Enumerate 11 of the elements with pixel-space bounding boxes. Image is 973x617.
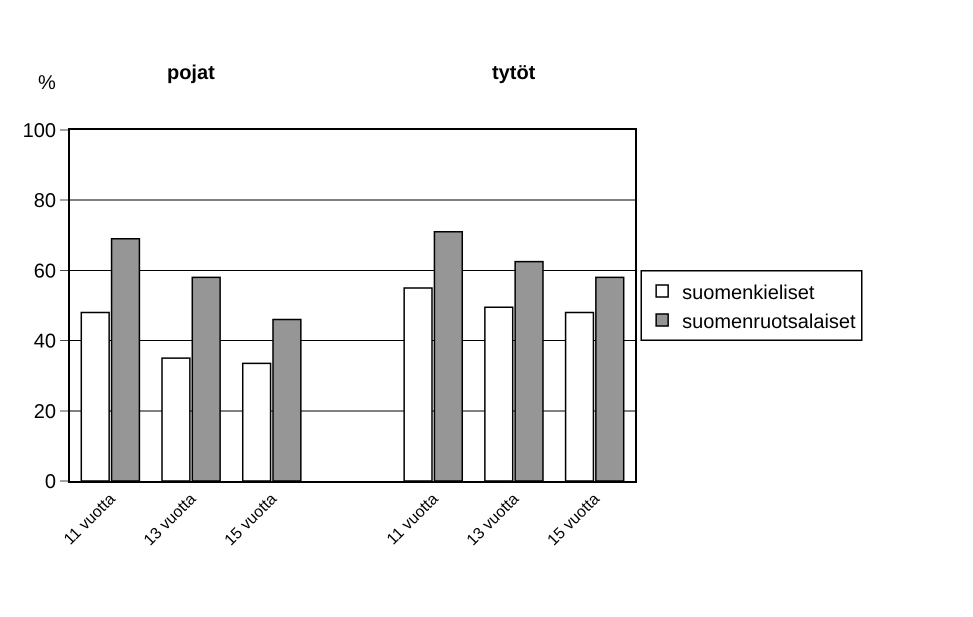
y-tick-label: 40 bbox=[34, 330, 56, 353]
y-tick-label: 80 bbox=[34, 190, 56, 212]
y-tick-label: 20 bbox=[34, 400, 56, 423]
text: tytöt bbox=[492, 62, 536, 84]
y-tick-label: 0 bbox=[44, 471, 56, 493]
text: pojat bbox=[167, 62, 216, 84]
y-axis-title: % bbox=[38, 72, 56, 94]
y-tick-label: 100 bbox=[22, 120, 56, 142]
y-tick-label: 60 bbox=[34, 260, 56, 282]
legend-label: suomenkieliset bbox=[682, 282, 815, 304]
legend-label: suomenruotsalaiset bbox=[682, 310, 856, 333]
